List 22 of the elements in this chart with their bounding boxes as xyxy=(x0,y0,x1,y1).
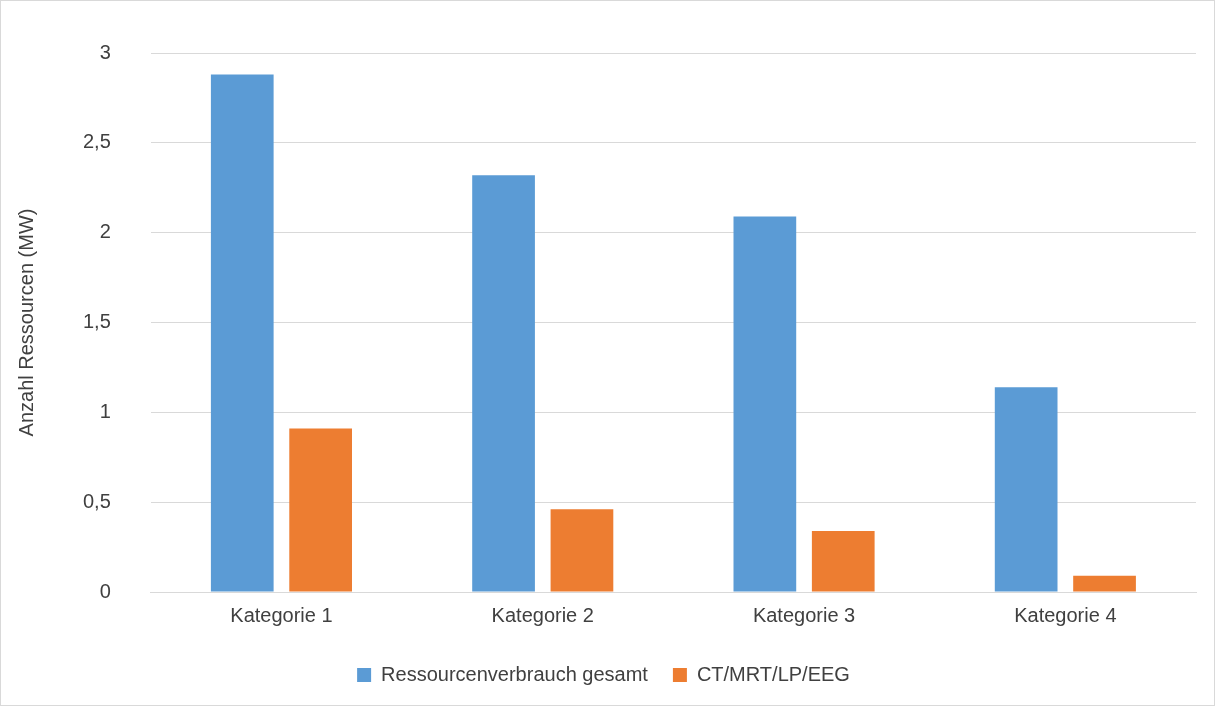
y-tick-label: 0 xyxy=(99,579,111,602)
bar xyxy=(472,175,535,592)
x-tick-label: Kategorie 3 xyxy=(752,603,856,626)
legend-label: Ressourcenverbrauch gesamt xyxy=(381,662,649,685)
legend-label: CT/MRT/LP/EEG xyxy=(696,662,850,685)
bar xyxy=(289,428,352,592)
x-tick-label: Kategorie 4 xyxy=(1014,603,1117,626)
y-tick-label: 2,5 xyxy=(82,130,111,153)
x-tick-label: Kategorie 1 xyxy=(230,603,333,626)
y-tick-label: 2 xyxy=(99,220,111,243)
bar xyxy=(210,74,274,592)
bar xyxy=(1073,575,1136,592)
y-tick-label: 1,5 xyxy=(82,310,111,333)
y-axis-title: Anzahl Ressourcen (MW) xyxy=(14,208,37,437)
x-tick-label: Kategorie 2 xyxy=(491,603,594,626)
y-tick-label: 3 xyxy=(99,40,111,63)
bar xyxy=(994,387,1058,592)
bar xyxy=(550,509,614,592)
bar xyxy=(811,530,875,592)
y-tick-label: 1 xyxy=(99,399,111,422)
y-tick-label: 0,5 xyxy=(82,489,111,512)
bar xyxy=(733,216,797,592)
